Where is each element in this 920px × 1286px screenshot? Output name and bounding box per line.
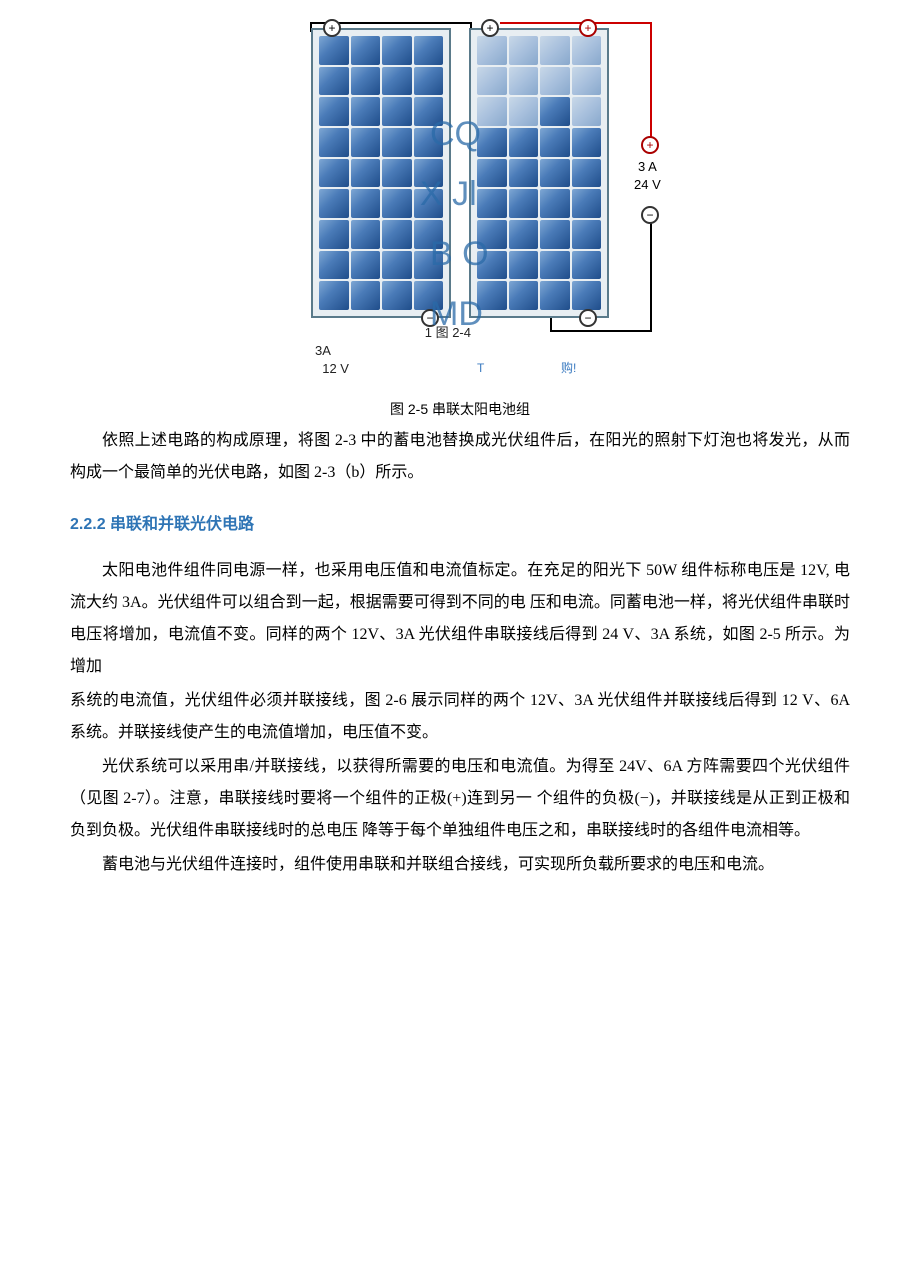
panel2-under-area: T 购! [469, 324, 609, 379]
output-minus-icon: − [641, 206, 659, 224]
solar-panel-left: + − [311, 28, 451, 318]
panel1-current: 3A [315, 343, 331, 358]
watermark-small-right: 购! [561, 360, 576, 377]
output-spec: 3 A 24 V [634, 158, 661, 194]
figure-2-5: + − + + − + − [220, 10, 700, 423]
figure-caption: 图 2-5 串联太阳电池组 [220, 395, 700, 423]
paragraph-3: 光伏系统可以采用串/并联接线，以获得所需要的电压和电流值。为得至 24V、6A … [70, 751, 850, 847]
panel1-voltage: 12 V [322, 361, 349, 376]
panels-row: + − + + − + − [220, 10, 700, 318]
section-heading-222: 2.2.2 串联和并联光伏电路 [70, 509, 850, 541]
output-plus-icon: + [641, 136, 659, 154]
panel1-under-label: 1 图 2-4 3A 12 V [311, 324, 451, 379]
output-voltage: 24 V [634, 176, 661, 194]
terminal-plus-icon: + [481, 19, 499, 37]
paragraph-2b: 系统的电流值，光伏组件必须并联接线，图 2-6 展示同样的两个 12V、3A 光… [70, 685, 850, 749]
paragraph-2a: 太阳电池件组件同电源一样，也采用电压值和电流值标定。在充足的阳光下 50W 组件… [70, 555, 850, 683]
terminal-plus-icon: + [323, 19, 341, 37]
paragraph-4: 蓄电池与光伏组件连接时，组件使用串联和并联组合接线，可实现所负载所要求的电压和电… [70, 849, 850, 881]
paragraph-intro: 依照上述电路的构成原理，将图 2-3 中的蓄电池替换成光伏组件后，在阳光的照射下… [70, 425, 850, 489]
output-current: 3 A [634, 158, 661, 176]
mid-fig-label: 1 图 2-4 [425, 324, 471, 342]
terminal-plus-red-icon: + [579, 19, 597, 37]
solar-panel-right: + + − [469, 28, 609, 318]
watermark-small-left: T [477, 360, 484, 377]
